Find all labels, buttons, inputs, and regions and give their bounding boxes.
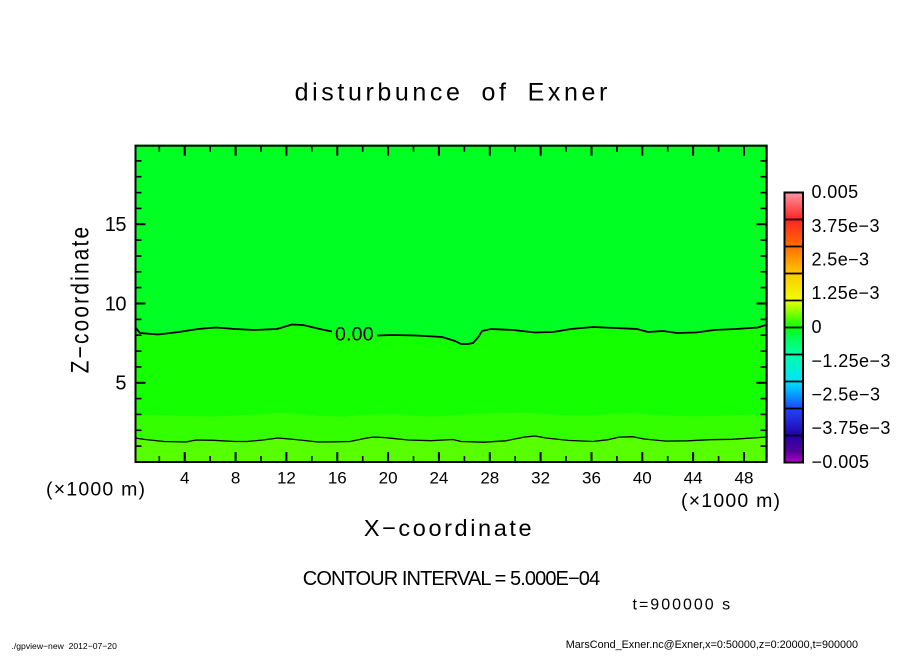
svg-text:24: 24 (429, 469, 448, 488)
svg-text:−0.005: −0.005 (812, 452, 870, 472)
svg-text:48: 48 (735, 469, 754, 488)
svg-text:Z−coordinate: Z−coordinate (66, 225, 94, 374)
svg-text:−2.5e−3: −2.5e−3 (812, 385, 881, 405)
svg-text:0.005: 0.005 (812, 182, 859, 202)
svg-text:(×1000 m): (×1000 m) (46, 479, 146, 501)
svg-text:40: 40 (633, 469, 652, 488)
svg-text:0: 0 (812, 317, 822, 337)
svg-text:disturbunce of Exner: disturbunce of Exner (295, 79, 611, 107)
svg-text:20: 20 (379, 469, 398, 488)
svg-text:3.75e−3: 3.75e−3 (812, 216, 880, 236)
svg-text:16: 16 (328, 469, 347, 488)
svg-text:CONTOUR INTERVAL = 5.000E−04: CONTOUR INTERVAL = 5.000E−04 (303, 568, 600, 590)
svg-text:36: 36 (582, 469, 601, 488)
svg-text:MarsCond_Exner.nc@Exner,x=0:50: MarsCond_Exner.nc@Exner,x=0:50000,z=0:20… (566, 639, 858, 651)
svg-text:t=900000 s: t=900000 s (633, 597, 733, 614)
svg-text:32: 32 (531, 469, 550, 488)
svg-text:8: 8 (231, 469, 240, 488)
svg-text:−3.75e−3: −3.75e−3 (812, 418, 891, 438)
svg-text:0.00: 0.00 (335, 324, 374, 346)
svg-text:X−coordinate: X−coordinate (364, 515, 534, 541)
svg-text:1.25e−3: 1.25e−3 (812, 283, 880, 303)
svg-text:2.5e−3: 2.5e−3 (812, 250, 870, 270)
svg-text:5: 5 (115, 373, 126, 395)
svg-text:(×1000 m): (×1000 m) (681, 490, 781, 512)
svg-text:12: 12 (277, 469, 296, 488)
svg-text:4: 4 (180, 469, 189, 488)
svg-text:15: 15 (105, 214, 127, 236)
svg-text:44: 44 (684, 469, 703, 488)
svg-text:./gpview−new 2012−07−20: ./gpview−new 2012−07−20 (12, 641, 118, 651)
svg-text:−1.25e−3: −1.25e−3 (812, 351, 891, 371)
svg-text:28: 28 (480, 469, 499, 488)
svg-text:10: 10 (105, 293, 127, 315)
